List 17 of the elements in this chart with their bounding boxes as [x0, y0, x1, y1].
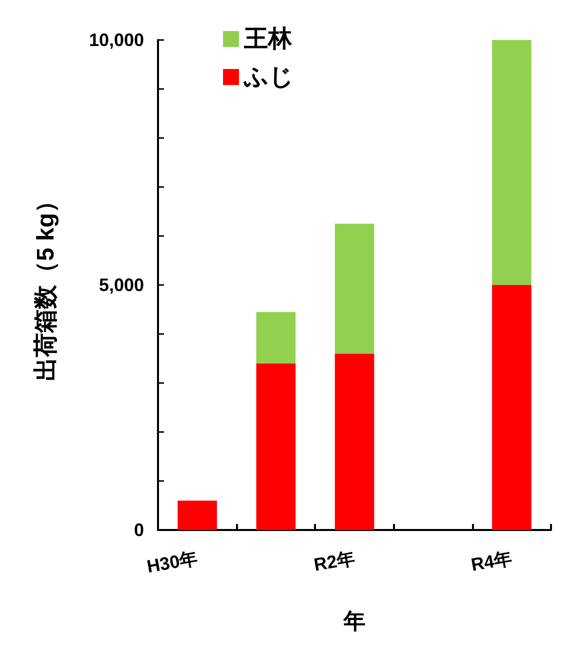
y-tick-label: 10,000 [88, 30, 144, 50]
x-tick-label: R2年 [312, 548, 356, 575]
bar [256, 312, 296, 364]
bar [178, 500, 217, 530]
bar [334, 354, 374, 530]
bar [334, 224, 374, 354]
y-tick-label: 0 [134, 520, 144, 540]
legend-label: 王林 [243, 26, 293, 52]
legend-label: ふじ [243, 64, 294, 90]
x-tick-label: H30年 [145, 548, 200, 577]
bar [492, 40, 532, 285]
y-axis-title: 出荷箱数（5 kg） [32, 188, 60, 382]
x-axis-title: 年 [342, 608, 366, 634]
bar [256, 363, 296, 530]
bar [492, 285, 532, 530]
text: 5,000 [98, 275, 144, 295]
x-tick-label: R4年 [470, 548, 514, 575]
